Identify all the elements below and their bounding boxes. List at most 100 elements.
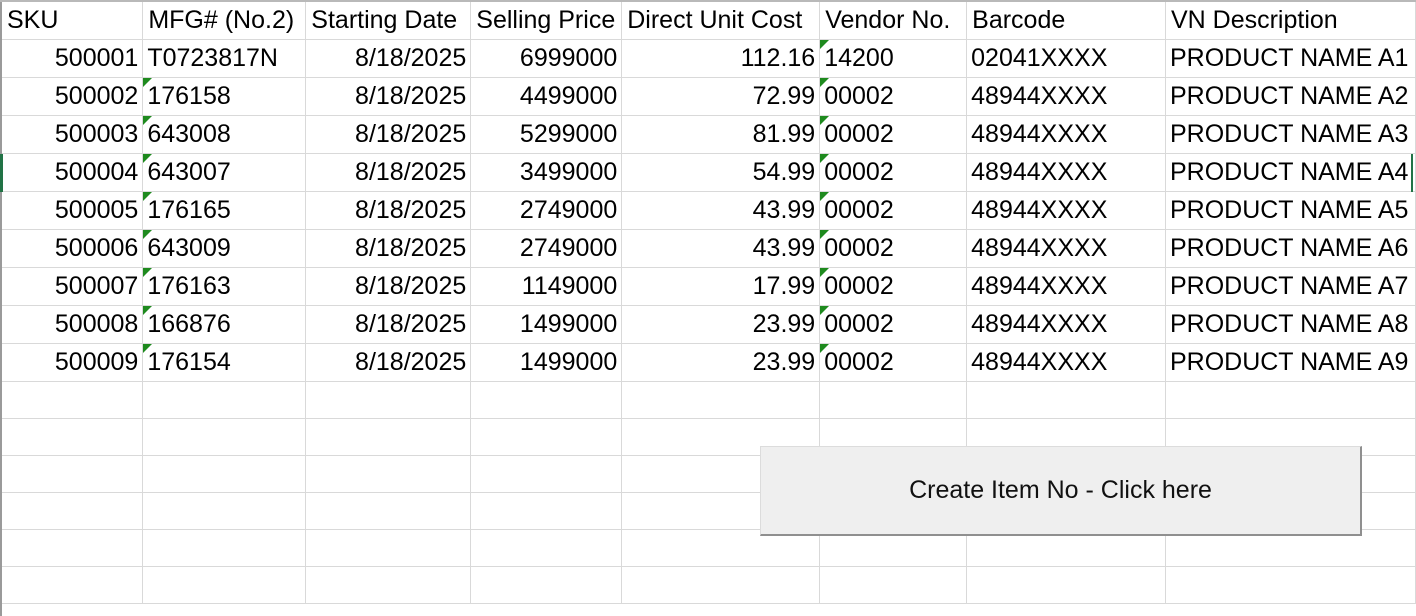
- cell-vendor-no[interactable]: 00002: [819, 77, 968, 116]
- cell-selling-price[interactable]: 3499000: [470, 153, 623, 192]
- cell-direct-unit-cost[interactable]: 23.99: [621, 305, 821, 344]
- cell-starting-date[interactable]: 8/18/2025: [305, 191, 472, 230]
- cell-direct-unit-cost[interactable]: 112.16: [621, 39, 821, 78]
- cell-sku[interactable]: 500003: [2, 115, 144, 154]
- cell-vn-description[interactable]: PRODUCT NAME A4: [1165, 153, 1416, 192]
- cell-mfg[interactable]: 643009: [142, 229, 307, 268]
- cell-vn-description[interactable]: PRODUCT NAME A7: [1165, 267, 1416, 306]
- empty-cell[interactable]: [305, 492, 472, 530]
- empty-cell[interactable]: [470, 566, 623, 604]
- cell-sku[interactable]: 500007: [2, 267, 144, 306]
- empty-cell[interactable]: [470, 529, 623, 567]
- empty-cell[interactable]: [2, 529, 144, 567]
- empty-cell[interactable]: [621, 381, 821, 419]
- cell-barcode[interactable]: 48944XXXX: [966, 267, 1166, 306]
- empty-cell[interactable]: [305, 529, 472, 567]
- cell-mfg[interactable]: T0723817N: [142, 39, 307, 78]
- empty-cell[interactable]: [966, 566, 1166, 604]
- empty-cell[interactable]: [470, 381, 623, 419]
- cell-vn-description[interactable]: PRODUCT NAME A3: [1165, 115, 1416, 154]
- cell-vendor-no[interactable]: 00002: [819, 153, 968, 192]
- cell-barcode[interactable]: 48944XXXX: [966, 153, 1166, 192]
- cell-direct-unit-cost[interactable]: 43.99: [621, 191, 821, 230]
- cell-selling-price[interactable]: 1149000: [470, 267, 623, 306]
- empty-cell[interactable]: [305, 455, 472, 493]
- cell-vendor-no[interactable]: 14200: [819, 39, 968, 78]
- cell-vendor-no[interactable]: 00002: [819, 229, 968, 268]
- header-cell-selling-price[interactable]: Selling Price: [470, 2, 623, 40]
- header-cell-sku[interactable]: SKU: [2, 2, 144, 40]
- cell-vendor-no[interactable]: 00002: [819, 267, 968, 306]
- cell-starting-date[interactable]: 8/18/2025: [305, 229, 472, 268]
- cell-vn-description[interactable]: PRODUCT NAME A5: [1165, 191, 1416, 230]
- header-cell-barcode[interactable]: Barcode: [966, 2, 1166, 40]
- cell-direct-unit-cost[interactable]: 43.99: [621, 229, 821, 268]
- cell-mfg[interactable]: 166876: [142, 305, 307, 344]
- empty-cell[interactable]: [470, 492, 623, 530]
- cell-sku[interactable]: 500008: [2, 305, 144, 344]
- empty-cell[interactable]: [1165, 566, 1416, 604]
- cell-starting-date[interactable]: 8/18/2025: [305, 153, 472, 192]
- cell-barcode[interactable]: 02041XXXX: [966, 39, 1166, 78]
- empty-cell[interactable]: [621, 566, 821, 604]
- cell-mfg[interactable]: 176165: [142, 191, 307, 230]
- empty-cell[interactable]: [142, 381, 307, 419]
- header-cell-vendor-no[interactable]: Vendor No.: [819, 2, 968, 40]
- cell-barcode[interactable]: 48944XXXX: [966, 77, 1166, 116]
- cell-direct-unit-cost[interactable]: 72.99: [621, 77, 821, 116]
- empty-cell[interactable]: [305, 566, 472, 604]
- header-cell-starting-date[interactable]: Starting Date: [305, 2, 472, 40]
- cell-vn-description[interactable]: PRODUCT NAME A8: [1165, 305, 1416, 344]
- cell-direct-unit-cost[interactable]: 81.99: [621, 115, 821, 154]
- cell-mfg[interactable]: 643008: [142, 115, 307, 154]
- cell-mfg[interactable]: 643007: [142, 153, 307, 192]
- cell-selling-price[interactable]: 1499000: [470, 305, 623, 344]
- cell-vn-description[interactable]: PRODUCT NAME A2: [1165, 77, 1416, 116]
- cell-vn-description[interactable]: PRODUCT NAME A1: [1165, 39, 1416, 78]
- cell-sku[interactable]: 500004: [2, 153, 144, 192]
- cell-mfg[interactable]: 176154: [142, 343, 307, 382]
- empty-cell[interactable]: [2, 418, 144, 456]
- empty-cell[interactable]: [142, 418, 307, 456]
- cell-starting-date[interactable]: 8/18/2025: [305, 115, 472, 154]
- cell-vendor-no[interactable]: 00002: [819, 115, 968, 154]
- cell-selling-price[interactable]: 2749000: [470, 191, 623, 230]
- cell-direct-unit-cost[interactable]: 17.99: [621, 267, 821, 306]
- cell-sku[interactable]: 500005: [2, 191, 144, 230]
- empty-cell[interactable]: [470, 455, 623, 493]
- cell-selling-price[interactable]: 4499000: [470, 77, 623, 116]
- cell-selling-price[interactable]: 2749000: [470, 229, 623, 268]
- empty-cell[interactable]: [819, 381, 968, 419]
- cell-starting-date[interactable]: 8/18/2025: [305, 267, 472, 306]
- cell-direct-unit-cost[interactable]: 54.99: [621, 153, 821, 192]
- empty-cell[interactable]: [142, 455, 307, 493]
- cell-sku[interactable]: 500009: [2, 343, 144, 382]
- empty-cell[interactable]: [966, 381, 1166, 419]
- empty-cell[interactable]: [819, 566, 968, 604]
- create-item-no-button[interactable]: Create Item No - Click here: [760, 446, 1362, 536]
- empty-cell[interactable]: [2, 381, 144, 419]
- cell-sku[interactable]: 500001: [2, 39, 144, 78]
- empty-cell[interactable]: [142, 492, 307, 530]
- empty-cell[interactable]: [2, 492, 144, 530]
- empty-cell[interactable]: [142, 529, 307, 567]
- cell-mfg[interactable]: 176158: [142, 77, 307, 116]
- cell-barcode[interactable]: 48944XXXX: [966, 343, 1166, 382]
- cell-barcode[interactable]: 48944XXXX: [966, 115, 1166, 154]
- cell-barcode[interactable]: 48944XXXX: [966, 305, 1166, 344]
- cell-direct-unit-cost[interactable]: 23.99: [621, 343, 821, 382]
- empty-cell[interactable]: [2, 566, 144, 604]
- empty-cell[interactable]: [470, 418, 623, 456]
- cell-vendor-no[interactable]: 00002: [819, 343, 968, 382]
- cell-vn-description[interactable]: PRODUCT NAME A9: [1165, 343, 1416, 382]
- header-cell-mfg[interactable]: MFG# (No.2): [142, 2, 307, 40]
- empty-cell[interactable]: [2, 455, 144, 493]
- cell-mfg[interactable]: 176163: [142, 267, 307, 306]
- empty-cell[interactable]: [305, 381, 472, 419]
- cell-starting-date[interactable]: 8/18/2025: [305, 305, 472, 344]
- header-cell-direct-unit-cost[interactable]: Direct Unit Cost: [621, 2, 821, 40]
- header-cell-vn-description[interactable]: VN Description: [1165, 2, 1416, 40]
- cell-sku[interactable]: 500002: [2, 77, 144, 116]
- cell-starting-date[interactable]: 8/18/2025: [305, 343, 472, 382]
- cell-selling-price[interactable]: 1499000: [470, 343, 623, 382]
